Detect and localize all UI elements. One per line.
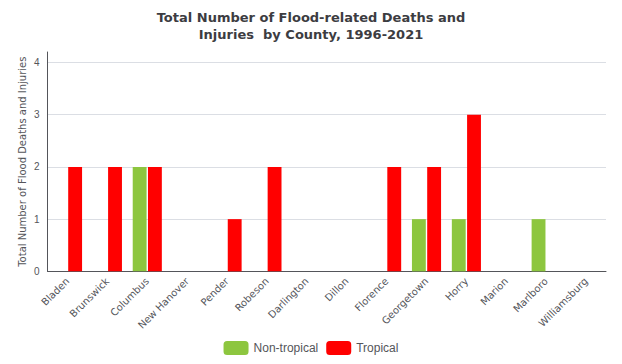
- svg-text:Tropical: Tropical: [356, 341, 398, 355]
- svg-text:New Hanover: New Hanover: [136, 275, 192, 331]
- svg-text:1: 1: [34, 214, 40, 225]
- svg-text:Columbus: Columbus: [108, 275, 151, 318]
- svg-text:Brunswick: Brunswick: [67, 275, 111, 319]
- svg-text:Marion: Marion: [478, 275, 510, 307]
- svg-text:0: 0: [34, 266, 40, 277]
- svg-text:4: 4: [34, 57, 40, 68]
- svg-text:Dillon: Dillon: [323, 275, 351, 303]
- svg-text:Pender: Pender: [199, 275, 232, 308]
- svg-text:3: 3: [34, 109, 40, 120]
- svg-text:2: 2: [34, 161, 40, 172]
- svg-text:Injuries by County, 1996-2021: Injuries by County, 1996-2021: [199, 27, 423, 42]
- svg-text:Darlington: Darlington: [266, 275, 311, 320]
- svg-text:Williamsburg: Williamsburg: [536, 275, 590, 329]
- svg-text:Non-tropical: Non-tropical: [254, 341, 319, 355]
- svg-text:Bladen: Bladen: [39, 275, 71, 307]
- svg-text:Total Number of Flood Deaths a: Total Number of Flood Deaths and Injurie…: [17, 57, 28, 268]
- svg-text:Florence: Florence: [353, 275, 391, 313]
- svg-text:Total Number of Flood-related: Total Number of Flood-related Deaths and: [157, 10, 466, 25]
- svg-text:Robeson: Robeson: [233, 275, 271, 313]
- svg-text:Horry: Horry: [443, 275, 470, 302]
- svg-text:Georgetown: Georgetown: [380, 275, 431, 326]
- svg-text:Marlboro: Marlboro: [511, 275, 550, 314]
